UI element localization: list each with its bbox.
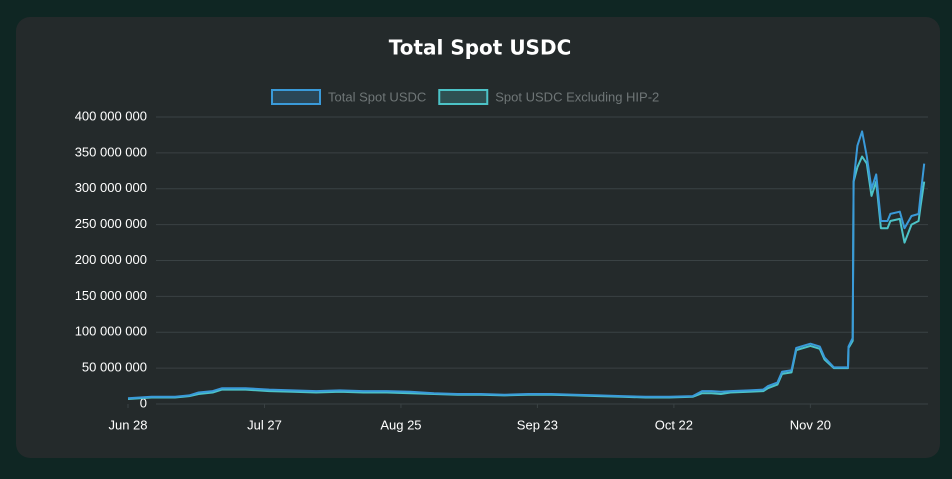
legend-swatch — [438, 89, 489, 105]
chart-title: Total Spot USDC — [389, 36, 572, 60]
y-tick-label: 0 — [140, 395, 147, 410]
legend-label: Spot USDC Excluding HIP-2 — [495, 89, 659, 104]
y-tick-label: 350 000 000 — [75, 144, 147, 159]
x-tick-label: Jun 28 — [108, 417, 147, 432]
y-tick-label: 150 000 000 — [75, 288, 147, 303]
y-tick-label: 100 000 000 — [75, 324, 147, 339]
series-line — [127, 130, 926, 400]
y-tick-label: 400 000 000 — [75, 108, 147, 123]
x-tick-label: Oct 22 — [655, 417, 693, 432]
x-tick-label: Nov 20 — [790, 417, 831, 432]
y-tick-label: 200 000 000 — [75, 252, 147, 267]
legend-swatch — [271, 89, 321, 105]
legend-label: Total Spot USDC — [328, 89, 426, 104]
x-tick-label: Aug 25 — [380, 417, 421, 432]
series-line — [127, 155, 926, 400]
x-tick-label: Jul 27 — [247, 417, 282, 432]
card — [16, 17, 940, 458]
y-tick-label: 50 000 000 — [82, 360, 147, 375]
y-tick-label: 250 000 000 — [75, 216, 147, 231]
x-tick-label: Sep 23 — [517, 417, 558, 432]
y-tick-label: 300 000 000 — [75, 180, 147, 195]
